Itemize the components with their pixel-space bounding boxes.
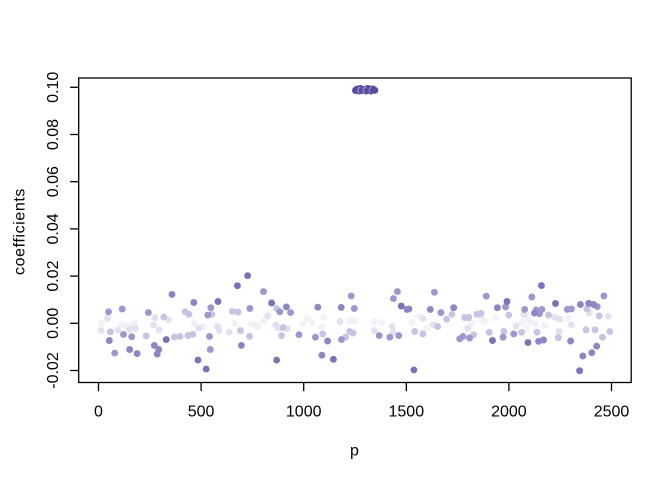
svg-text:-0.02: -0.02 <box>45 352 62 389</box>
svg-text:500: 500 <box>188 404 215 421</box>
svg-text:2500: 2500 <box>594 404 630 421</box>
svg-text:1000: 1000 <box>286 404 322 421</box>
svg-text:0.10: 0.10 <box>45 72 62 103</box>
svg-text:0.02: 0.02 <box>45 260 62 291</box>
svg-text:1500: 1500 <box>389 404 425 421</box>
svg-text:0.00: 0.00 <box>45 308 62 339</box>
svg-text:0.06: 0.06 <box>45 166 62 197</box>
svg-text:2000: 2000 <box>491 404 527 421</box>
svg-text:coefficients: coefficients <box>12 188 29 275</box>
svg-text:p: p <box>350 443 359 460</box>
svg-text:0.04: 0.04 <box>45 213 62 244</box>
svg-text:0.08: 0.08 <box>45 119 62 150</box>
svg-text:0: 0 <box>94 404 103 421</box>
